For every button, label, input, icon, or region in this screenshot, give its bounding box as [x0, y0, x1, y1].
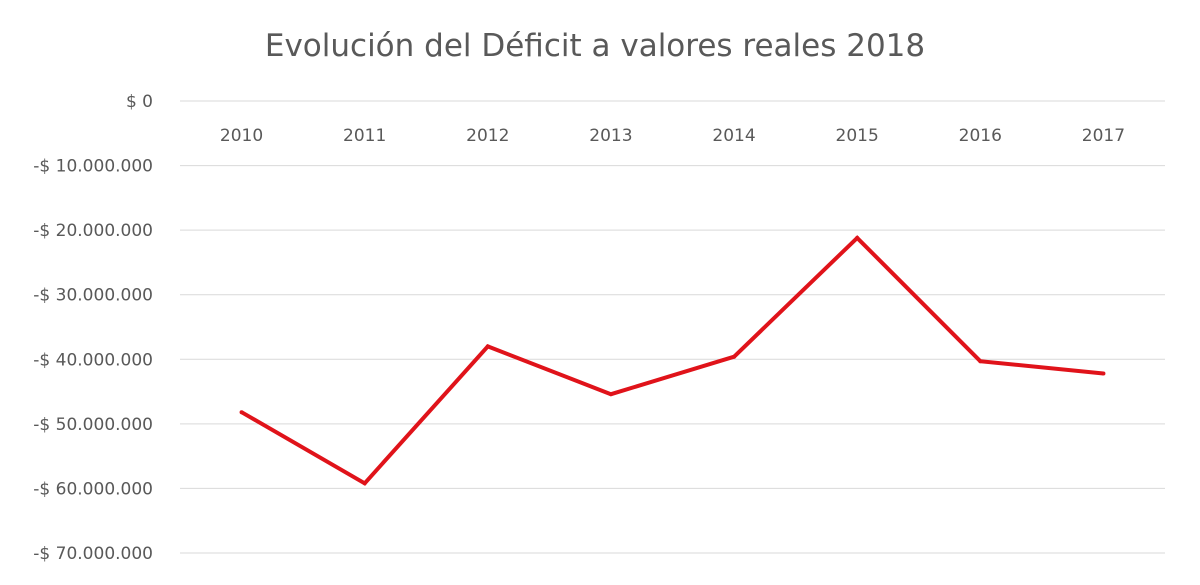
data-point [855, 235, 860, 240]
x-tick-label: 2013 [589, 126, 632, 146]
x-tick-label: 2017 [1082, 126, 1125, 146]
y-axis: $ 0 -$ 10.000.000 -$ 20.000.000 -$ 30.000.0… [33, 92, 153, 564]
y-tick-label: -$ 30.000.000 [33, 286, 153, 306]
data-point [608, 392, 613, 397]
x-tick-label: 2010 [220, 126, 263, 146]
x-tick-label: 2015 [836, 126, 879, 146]
data-point [1101, 371, 1106, 376]
y-tick-label: -$ 50.000.000 [33, 415, 153, 435]
series-line [240, 235, 1104, 486]
y-tick-label: -$ 20.000.000 [33, 221, 153, 241]
chart-title: Evolución del Déficit a valores reales 2… [265, 28, 925, 64]
data-point [239, 410, 244, 415]
data-point [978, 359, 983, 364]
x-tick-label: 2012 [466, 126, 509, 146]
x-tick-label: 2014 [712, 126, 755, 146]
data-point [362, 481, 367, 486]
y-tick-label: -$ 40.000.000 [33, 350, 153, 370]
y-tick-label: -$ 60.000.000 [33, 479, 153, 499]
data-point [485, 344, 490, 349]
y-tick-label: $ 0 [126, 92, 153, 112]
gridlines [180, 100, 1165, 554]
x-tick-label: 2016 [959, 126, 1002, 146]
y-tick-label: -$ 70.000.000 [33, 544, 153, 564]
data-point [732, 354, 737, 359]
x-axis: 2010 2011 2012 2013 2014 2015 2016 2017 [220, 126, 1125, 146]
series-layer [239, 235, 1106, 486]
y-tick-label: -$ 10.000.000 [33, 157, 153, 177]
x-tick-label: 2011 [343, 126, 386, 146]
